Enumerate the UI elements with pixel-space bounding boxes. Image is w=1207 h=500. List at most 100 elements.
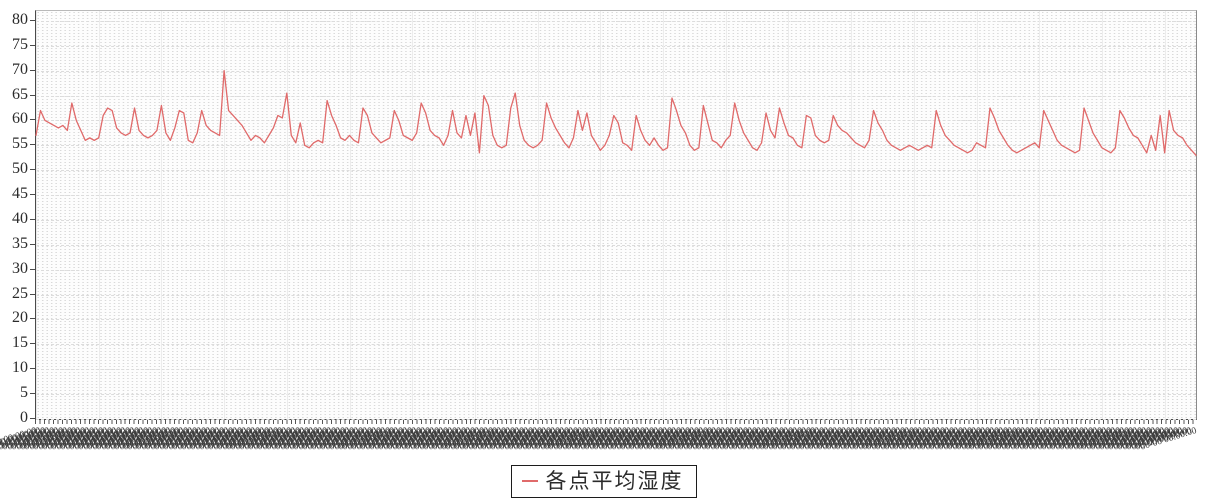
x-tick-label: 00-00 00:00:00	[646, 426, 705, 453]
x-tick-label: 00-00 00:00:00	[686, 426, 746, 453]
x-tick-label: 00-00 00:00:00	[628, 426, 688, 453]
y-tick-label: 15	[12, 334, 28, 352]
x-tick-label: 00-00 00:00:00	[722, 426, 782, 453]
y-tick-mark	[30, 393, 35, 395]
x-tick-label: 00-00 00:00:00	[856, 426, 916, 453]
y-tick-mark	[30, 169, 35, 171]
x-tick-label: 00-00 00:00:00	[668, 426, 728, 453]
x-tick-label: 00-00 00:00:00	[449, 426, 508, 453]
x-tick-label: 00-00 00:00:00	[359, 426, 419, 453]
x-tick-label: 00-00 00:00:00	[941, 426, 1001, 453]
x-tick-label: 00-00 00:00:00	[471, 426, 531, 453]
y-tick-mark	[30, 343, 35, 345]
x-tick-label: 00-00 00:00:00	[673, 426, 732, 453]
x-tick-label: 00-00 00:00:00	[444, 426, 504, 453]
x-tick-label: 00-00 00:00:00	[10, 426, 69, 453]
x-tick-label: 00-00 00:00:00	[417, 426, 477, 453]
x-tick-label: 00-00 00:00:00	[758, 426, 817, 453]
x-tick-label: 00-00 00:00:00	[158, 426, 217, 453]
x-tick-label: 00-00 00:00:00	[323, 426, 383, 453]
x-tick-label: 00-00 00:00:00	[937, 426, 997, 453]
x-tick-label: 00-00 00:00:00	[247, 426, 307, 453]
x-tick-label: 00-00 00:00:00	[328, 426, 387, 453]
x-tick-label: 00-00 00:00:00	[556, 426, 616, 453]
x-tick-label: 00-00 00:00:00	[1013, 426, 1073, 453]
x-tick-label: 00-00 00:00:00	[64, 426, 123, 453]
x-tick-label: 00-00 00:00:00	[1121, 426, 1180, 453]
v-gridline	[412, 11, 414, 419]
x-tick-label: 00-00 00:00:00	[1049, 426, 1109, 453]
x-tick-label: 00-00 00:00:00	[390, 426, 450, 453]
y-tick-label: 30	[12, 259, 28, 277]
x-tick-label: 00-00 00:00:00	[131, 426, 190, 453]
x-tick-label: 00-00 00:00:00	[408, 426, 468, 453]
x-tick-label: 00-00 00:00:00	[0, 426, 43, 453]
x-tick-label: 00-00 00:00:00	[104, 426, 164, 453]
h-gridline	[36, 195, 1196, 197]
h-gridline	[36, 170, 1196, 172]
h-gridline	[36, 120, 1196, 122]
v-gridline	[1039, 11, 1041, 419]
x-tick-label: 00-00 00:00:00	[435, 426, 495, 453]
x-tick-label: 00-00 00:00:00	[700, 426, 759, 453]
x-tick-label: 00-00 00:00:00	[870, 426, 929, 453]
x-tick-label: 00-00 00:00:00	[426, 426, 486, 453]
y-tick-label: 10	[12, 359, 28, 377]
v-gridline	[788, 11, 790, 419]
x-tick-label: 00-00 00:00:00	[301, 426, 361, 453]
x-tick-label: 00-00 00:00:00	[520, 426, 580, 453]
h-gridline	[36, 244, 1196, 246]
x-tick-label: 00-00 00:00:00	[1022, 426, 1082, 453]
y-tick-label: 70	[12, 60, 28, 78]
x-tick-label: 00-00 00:00:00	[914, 426, 974, 453]
x-tick-label: 00-00 00:00:00	[995, 426, 1055, 453]
x-tick-label: 00-00 00:00:00	[776, 426, 835, 453]
x-tick-label: 00-00 00:00:00	[547, 426, 607, 453]
x-tick-label: 00-00 00:00:00	[216, 426, 276, 453]
x-tick-label: 00-00 00:00:00	[892, 426, 952, 453]
h-gridline	[36, 369, 1196, 371]
y-tick-label: 75	[12, 35, 28, 53]
x-tick-label: 00-00 00:00:00	[364, 426, 423, 453]
x-tick-label: 00-00 00:00:00	[283, 426, 343, 453]
x-tick-label: 00-00 00:00:00	[476, 426, 535, 453]
x-tick-label: 00-00 00:00:00	[847, 426, 907, 453]
x-tick-label: 00-00 00:00:00	[879, 426, 938, 453]
x-tick-label: 00-00 00:00:00	[261, 426, 320, 453]
x-tick-label: 00-00 00:00:00	[950, 426, 1010, 453]
x-tick-label: 00-00 00:00:00	[14, 426, 74, 453]
x-tick-label: 00-00 00:00:00	[332, 426, 392, 453]
y-tick-mark	[30, 69, 35, 71]
x-tick-label: 00-00 00:00:00	[655, 426, 714, 453]
x-tick-label: 00-00 00:00:00	[906, 426, 965, 453]
x-tick-label: 00-00 00:00:00	[511, 426, 571, 453]
x-tick-label: 00-00 00:00:00	[1098, 426, 1158, 453]
x-tick-label: 00-00 00:00:00	[1026, 426, 1086, 453]
x-tick-label: 00-00 00:00:00	[619, 426, 679, 453]
x-tick-label: 00-00 00:00:00	[1134, 426, 1194, 453]
x-tick-label: 00-00 00:00:00	[1089, 426, 1149, 453]
x-tick-label: 00-00 00:00:00	[1112, 426, 1171, 453]
x-tick-label: 00-00 00:00:00	[811, 426, 871, 453]
h-gridline	[36, 319, 1196, 321]
y-tick-mark	[30, 144, 35, 146]
x-tick-label: 00-00 00:00:00	[382, 426, 441, 453]
x-tick-label: 00-00 00:00:00	[422, 426, 482, 453]
x-tick-label: 00-00 00:00:00	[274, 426, 334, 453]
y-tick-label: 45	[12, 185, 28, 203]
x-tick-label: 00-00 00:00:00	[207, 426, 267, 453]
x-tick-label: 00-00 00:00:00	[601, 426, 661, 453]
y-tick-label: 50	[12, 160, 28, 178]
x-tick-label: 00-00 00:00:00	[874, 426, 934, 453]
x-tick-label: 00-00 00:00:00	[211, 426, 271, 453]
x-tick-label: 00-00 00:00:00	[1004, 426, 1064, 453]
x-tick-label: 00-00 00:00:00	[314, 426, 374, 453]
x-tick-label: 00-00 00:00:00	[305, 426, 365, 453]
v-gridline	[161, 11, 163, 419]
x-tick-label: 00-00 00:00:00	[99, 426, 159, 453]
legend-line-swatch-icon	[521, 480, 538, 482]
x-tick-label: 00-00 00:00:00	[453, 426, 513, 453]
x-tick-label: 00-00 00:00:00	[614, 426, 674, 453]
x-tick-label: 00-00 00:00:00	[583, 426, 643, 453]
x-tick-label: 00-00 00:00:00	[704, 426, 764, 453]
